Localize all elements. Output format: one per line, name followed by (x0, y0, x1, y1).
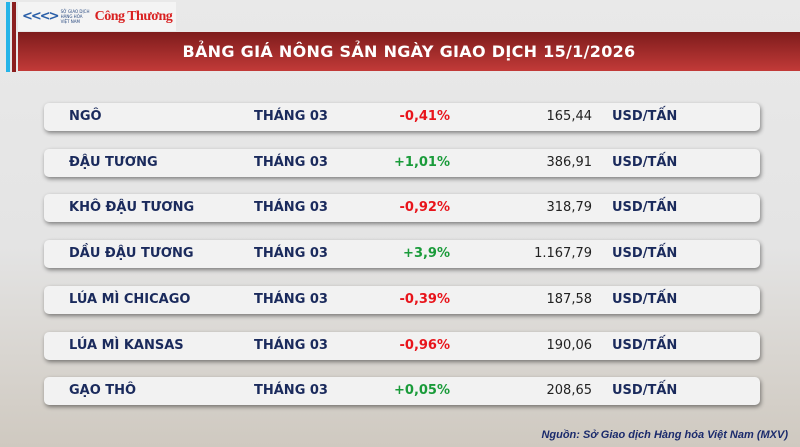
unit: USD/TẤN (612, 154, 678, 170)
logo: <<<> SỞ GIAO DỊCH HÀNG HÓA VIỆT NAM Công… (18, 2, 176, 31)
unit: USD/TẤN (612, 383, 678, 399)
contract-month: THÁNG 03 (254, 337, 328, 353)
contract-month: THÁNG 03 (254, 246, 328, 262)
table-row: NGÔ THÁNG 03 -0,41% 165,44 USD/TẤN (44, 103, 760, 131)
table-row: ĐẬU TƯƠNG THÁNG 03 +1,01% 386,91 USD/TẤN (44, 148, 760, 177)
table-row: KHÔ ĐẬU TƯƠNG THÁNG 03 -0,92% 318,79 USD… (44, 194, 760, 223)
price-change: -0,39% (399, 291, 451, 307)
price-change: -0,92% (399, 200, 451, 216)
unit: USD/TẤN (612, 109, 678, 124)
price-change: +0,05% (394, 383, 450, 399)
logo-brand-text: Công Thương (94, 8, 173, 24)
title-bar: BẢNG GIÁ NÔNG SẢN NGÀY GIAO DỊCH 15/1/20… (18, 32, 800, 71)
logo-org-text: SỞ GIAO DỊCH HÀNG HÓA VIỆT NAM (60, 9, 90, 24)
unit: USD/TẤN (612, 200, 678, 216)
contract-month: THÁNG 03 (254, 154, 328, 170)
commodity-name: DẦU ĐẬU TƯƠNG (69, 246, 194, 262)
price-change: +1,01% (394, 154, 450, 170)
price: 318,79 (546, 200, 593, 216)
commodity-name: LÚA MÌ KANSAS (69, 337, 184, 353)
table-row: LÚA MÌ CHICAGO THÁNG 03 -0,39% 187,58 US… (44, 285, 760, 314)
price: 165,44 (546, 109, 593, 124)
price: 208,65 (546, 383, 593, 399)
contract-month: THÁNG 03 (254, 109, 328, 124)
price: 187,58 (546, 291, 593, 307)
table-row: LÚA MÌ KANSAS THÁNG 03 -0,96% 190,06 USD… (44, 331, 760, 360)
accent-stripe-blue (6, 2, 10, 72)
table-row: DẦU ĐẬU TƯƠNG THÁNG 03 +3,9% 1.167,79 US… (44, 240, 760, 269)
price: 1.167,79 (534, 246, 592, 262)
price-change: -0,41% (399, 109, 451, 124)
source-note: Nguồn: Sở Giao dịch Hàng hóa Việt Nam (M… (541, 429, 788, 441)
commodity-name: KHÔ ĐẬU TƯƠNG (69, 200, 195, 216)
table-row: GẠO THÔ THÁNG 03 +0,05% 208,65 USD/TẤN (44, 377, 760, 406)
commodity-name: GẠO THÔ (69, 383, 137, 399)
mxv-logo-icon: <<<> (22, 9, 60, 24)
accent-stripe-red (12, 2, 16, 72)
price: 190,06 (546, 337, 593, 353)
contract-month: THÁNG 03 (254, 383, 328, 399)
unit: USD/TẤN (612, 291, 678, 307)
price-change: +3,9% (403, 246, 450, 262)
commodity-name: ĐẬU TƯƠNG (69, 154, 158, 170)
page-title: BẢNG GIÁ NÔNG SẢN NGÀY GIAO DỊCH 15/1/20… (182, 42, 636, 61)
unit: USD/TẤN (612, 337, 678, 353)
price-change: -0,96% (399, 337, 451, 353)
contract-month: THÁNG 03 (254, 200, 328, 216)
commodity-name: NGÔ (69, 109, 102, 124)
unit: USD/TẤN (612, 246, 678, 262)
price: 386,91 (546, 154, 593, 170)
contract-month: THÁNG 03 (254, 291, 328, 307)
commodity-name: LÚA MÌ CHICAGO (69, 291, 191, 307)
